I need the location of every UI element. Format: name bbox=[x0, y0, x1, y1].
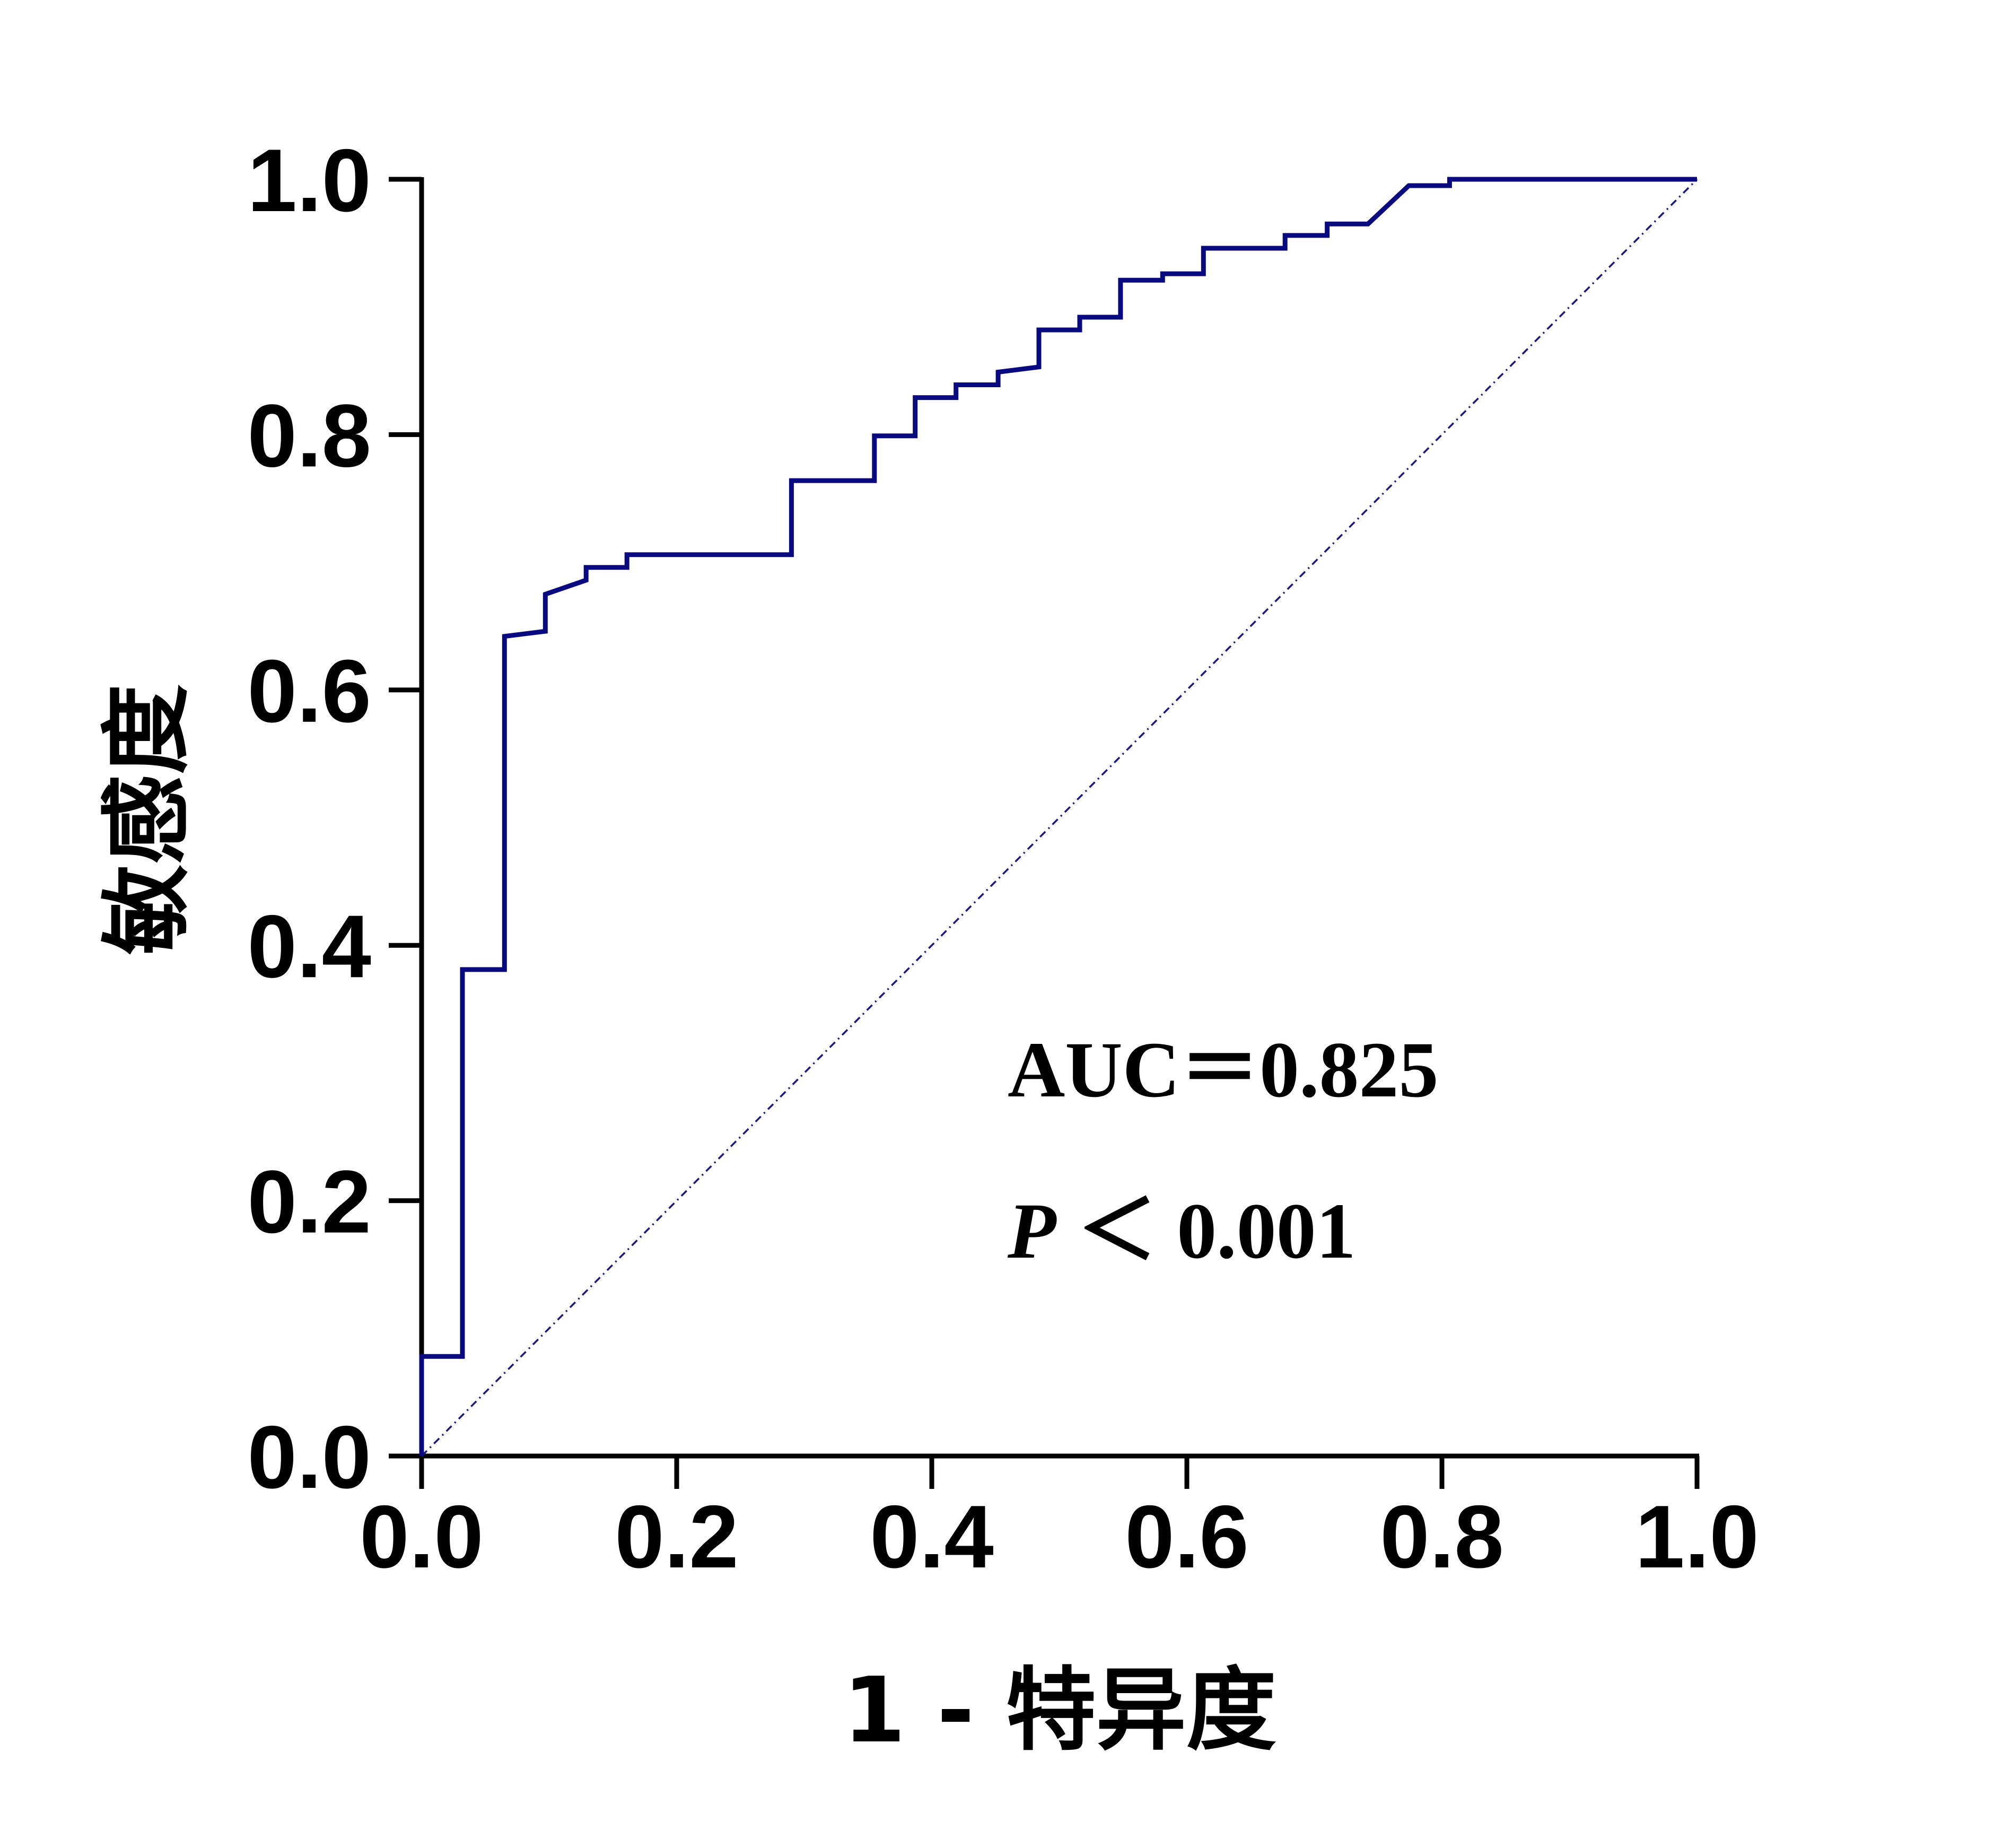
auc-annotation: AUC＝0.825 bbox=[1008, 1026, 1438, 1114]
y-tick-label: 0.2 bbox=[247, 1152, 371, 1252]
y-axis-title: 敏感度 bbox=[95, 684, 200, 955]
y-tick-label: 0.6 bbox=[247, 641, 371, 741]
x-tick-label: 0.6 bbox=[1125, 1487, 1249, 1587]
x-tick-label: 0.2 bbox=[615, 1487, 739, 1587]
x-tick-label: 1.0 bbox=[1635, 1487, 1759, 1587]
y-tick-label: 0.0 bbox=[247, 1407, 371, 1507]
roc-curve bbox=[419, 177, 1697, 1456]
x-tick-label: 0.0 bbox=[360, 1487, 484, 1587]
reference-diagonal-line bbox=[421, 178, 1698, 1457]
y-tick-label: 1.0 bbox=[247, 130, 371, 230]
y-ticks: 0.0 0.2 0.4 0.6 0.8 1.0 bbox=[247, 130, 422, 1507]
p-symbol: P bbox=[1007, 1187, 1057, 1275]
x-tick-label: 0.8 bbox=[1380, 1487, 1504, 1587]
p-value-text: ＜ 0.001 bbox=[1078, 1187, 1356, 1275]
x-axis-title: 1 - 特异度 bbox=[843, 1658, 1276, 1763]
p-value-annotation: P ＜ 0.001 bbox=[1007, 1187, 1356, 1275]
y-tick-label: 0.8 bbox=[247, 386, 371, 485]
x-ticks: 0.0 0.2 0.4 0.6 0.8 1.0 bbox=[360, 1456, 1759, 1587]
axes bbox=[419, 177, 1699, 1459]
y-tick-label: 0.4 bbox=[247, 896, 371, 996]
x-tick-label: 0.4 bbox=[870, 1487, 994, 1587]
